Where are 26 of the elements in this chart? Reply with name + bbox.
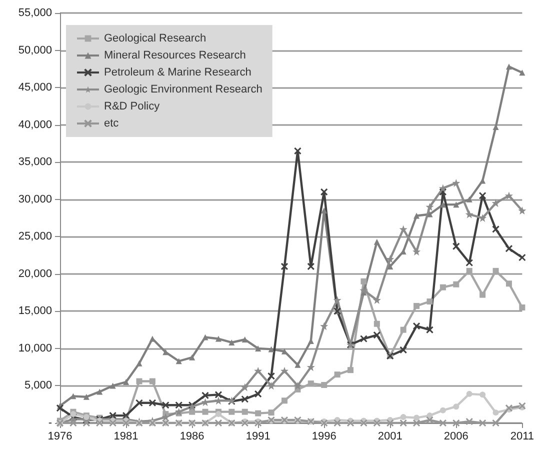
y-tick-label: 40,000 (18, 118, 52, 131)
legend-label: R&D Policy (104, 100, 160, 112)
y-tick-label: 50,000 (18, 44, 52, 56)
y-tick-label: 5,000 (24, 380, 52, 392)
legend-label: Geological Research (104, 32, 206, 44)
y-tick-label: - (48, 417, 52, 429)
y-tick-label: 30,000 (18, 193, 52, 206)
x-tick-label: 1996 (312, 430, 336, 442)
legend-label: etc (104, 118, 120, 130)
x-tick-label: 1986 (180, 430, 204, 442)
legend-label: Geologic Environment Research (104, 84, 262, 96)
x-tick-label: 1976 (48, 430, 72, 442)
y-tick-label: 35,000 (18, 156, 52, 168)
y-tick-label: 15,000 (18, 305, 52, 318)
x-tick-label: 2006 (444, 430, 468, 442)
legend-label: Mineral Resources Research (104, 50, 246, 62)
x-tick-label: 1991 (246, 430, 270, 442)
x-tick-label: 2011 (510, 430, 534, 442)
y-tick-label: 45,000 (18, 82, 52, 94)
y-tick-label: 20,000 (18, 268, 52, 280)
y-tick-label: 10,000 (18, 342, 52, 354)
y-tick-label: 55,000 (18, 7, 52, 19)
legend-label: Petroleum & Marine Research (104, 66, 252, 78)
x-tick-label: 1981 (114, 430, 138, 442)
y-tick-label: 25,000 (18, 230, 52, 243)
x-tick-label: 2001 (378, 430, 402, 442)
